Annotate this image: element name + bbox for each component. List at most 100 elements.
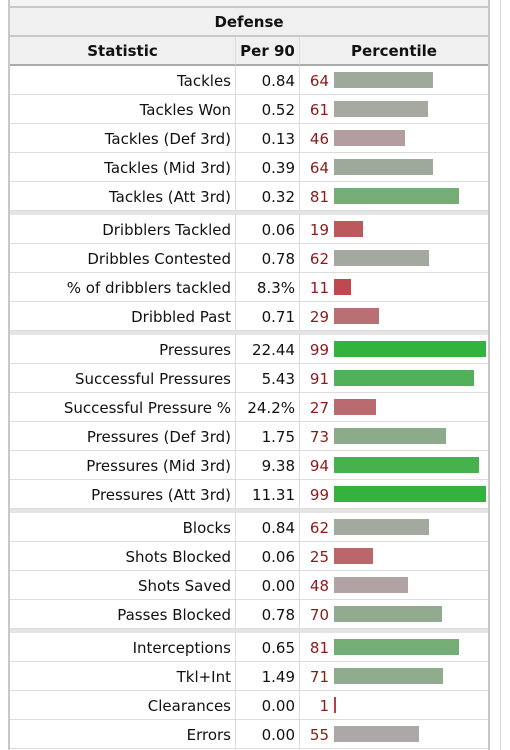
group-separator (10, 331, 488, 335)
percentile-bar (334, 130, 405, 146)
percentile-value: 27 (299, 393, 329, 422)
row-line (10, 152, 488, 153)
percentile-bar (334, 341, 487, 357)
group-separator (10, 509, 488, 513)
stat-name: Passes Blocked (117, 605, 231, 624)
row-line (10, 363, 488, 364)
row-line (10, 123, 488, 124)
percentile-value: 62 (299, 513, 329, 542)
percentile-bar (334, 399, 376, 415)
percentile-value: 70 (299, 600, 329, 629)
stat-name: Successful Pressure % (63, 398, 231, 417)
per90-value: 0.32 (235, 182, 299, 211)
per90-value: 0.06 (235, 542, 299, 571)
row-line (10, 301, 488, 302)
row-line (10, 272, 488, 273)
row-line (10, 450, 488, 451)
stat-name: Tackles (Def 3rd) (104, 129, 231, 148)
stat-name: Dribbles Contested (87, 249, 231, 268)
group-separator (10, 211, 488, 215)
row-line (10, 690, 488, 691)
percentile-bar (334, 370, 475, 386)
row-line (10, 210, 488, 211)
row-line (10, 243, 488, 244)
stat-name: Tackles (Mid 3rd) (104, 158, 231, 177)
stat-name: Tackles (176, 71, 231, 90)
stat-name: Shots Blocked (125, 547, 231, 566)
percentile-bar (334, 188, 459, 204)
percentile-value: 1 (299, 691, 329, 720)
column-header: Per 90 (235, 37, 299, 66)
per90-value: 8.3% (235, 273, 299, 302)
percentile-value: 73 (299, 422, 329, 451)
percentile-bar (334, 639, 459, 655)
stat-name: Tackles (Att 3rd) (109, 187, 231, 206)
per90-value: 22.44 (235, 335, 299, 364)
row-line (10, 541, 488, 542)
row-line (10, 719, 488, 720)
row-line (10, 330, 488, 331)
percentile-value: 55 (299, 720, 329, 749)
per90-value: 24.2% (235, 393, 299, 422)
stat-name: Pressures (159, 340, 231, 359)
per90-value: 0.84 (235, 66, 299, 95)
percentile-bar (334, 606, 442, 622)
percentile-bar (334, 577, 408, 593)
column-header: Percentile (299, 37, 488, 66)
stat-name: Clearances (147, 696, 231, 715)
row-line (10, 628, 488, 629)
percentile-bar (334, 72, 433, 88)
percentile-bar (334, 221, 364, 237)
percentile-value: 46 (299, 124, 329, 153)
stat-name: Successful Pressures (75, 369, 231, 388)
previous-row (10, 0, 488, 8)
row-line (10, 570, 488, 571)
per90-value: 0.84 (235, 513, 299, 542)
percentile-value: 81 (299, 182, 329, 211)
percentile-value: 81 (299, 633, 329, 662)
row-line (10, 508, 488, 509)
stats-table: Defense Statistic Per 90 Percentile Tack… (8, 0, 490, 750)
stat-name: Blocks (182, 518, 231, 537)
per90-value: 9.38 (235, 451, 299, 480)
stat-name: Pressures (Att 3rd) (91, 485, 231, 504)
row-line (10, 661, 488, 662)
per90-value: 0.00 (235, 691, 299, 720)
stat-name: % of dribblers tackled (66, 278, 231, 297)
percentile-bar (334, 486, 487, 502)
percentile-bar (334, 519, 430, 535)
per90-value: 0.13 (235, 124, 299, 153)
stat-name: Interceptions (132, 638, 231, 657)
percentile-value: 61 (299, 95, 329, 124)
per90-value: 0.65 (235, 633, 299, 662)
row-line (10, 392, 488, 393)
per90-value: 0.00 (235, 720, 299, 749)
page-edge (500, 0, 501, 750)
per90-value: 0.52 (235, 95, 299, 124)
per90-value: 0.00 (235, 571, 299, 600)
per90-value: 11.31 (235, 480, 299, 509)
percentile-value: 29 (299, 302, 329, 331)
stat-name: Dribblers Tackled (102, 220, 231, 239)
percentile-value: 64 (299, 66, 329, 95)
stat-name: Errors (186, 725, 231, 744)
percentile-value: 25 (299, 542, 329, 571)
percentile-value: 64 (299, 153, 329, 182)
percentile-value: 91 (299, 364, 329, 393)
percentile-value: 11 (299, 273, 329, 302)
row-line (10, 421, 488, 422)
percentile-value: 71 (299, 662, 329, 691)
percentile-value: 99 (299, 480, 329, 509)
group-separator (10, 629, 488, 633)
percentile-bar (334, 726, 419, 742)
percentile-value: 99 (299, 335, 329, 364)
percentile-bar (334, 697, 336, 713)
percentile-bar (334, 428, 447, 444)
stat-name: Dribbled Past (131, 307, 231, 326)
stat-name: Tkl+Int (176, 667, 231, 686)
percentile-value: 19 (299, 215, 329, 244)
per90-value: 0.78 (235, 244, 299, 273)
row-line (10, 181, 488, 182)
stat-name: Pressures (Def 3rd) (86, 427, 231, 446)
